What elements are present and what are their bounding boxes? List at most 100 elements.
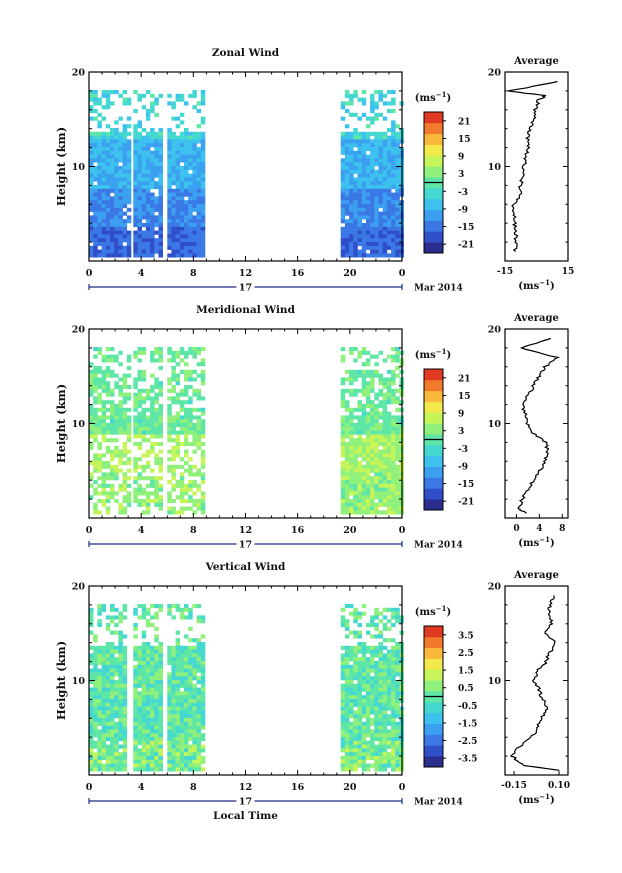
heatmap-cell [150, 729, 155, 734]
heatmap-cell [167, 434, 172, 439]
heatmap-cell [357, 219, 362, 224]
heatmap-cell [184, 426, 189, 431]
heatmap-cell [391, 392, 396, 397]
heatmap-cell [378, 377, 383, 382]
heatmap-cell [118, 706, 123, 711]
heatmap-cell [167, 725, 172, 730]
heatmap-cell [89, 411, 94, 416]
heatmap-cell [97, 101, 102, 106]
heatmap-cell [395, 453, 400, 458]
heatmap-cell [97, 767, 102, 772]
heatmap-cell [374, 683, 379, 688]
heatmap-cell [378, 438, 383, 443]
heatmap-cell [175, 657, 181, 662]
heatmap-cell [200, 702, 206, 707]
heatmap-cell [150, 407, 155, 412]
heatmap-cell [184, 461, 189, 466]
heatmap-cell [105, 752, 111, 757]
heatmap-cell [145, 147, 151, 152]
heatmap-cell [93, 200, 98, 205]
heatmap-cell [154, 691, 159, 696]
heatmap-cell [370, 483, 375, 488]
heatmap-cell [353, 695, 358, 700]
heatmap-cell [158, 737, 163, 742]
heatmap-cell [105, 510, 111, 515]
heatmap-cell [340, 756, 346, 761]
heatmap-cell [349, 434, 354, 439]
heatmap-cell [167, 449, 172, 454]
heatmap-cell [344, 219, 350, 224]
heatmap-cell [145, 756, 151, 761]
heatmap-cell [370, 442, 375, 447]
heatmap-cell [154, 759, 159, 764]
heatmap-cell [340, 238, 346, 243]
heatmap-cell [353, 442, 358, 447]
heatmap-cell [126, 502, 132, 507]
heatmap-cell [365, 733, 371, 738]
heatmap-cell [382, 207, 388, 212]
heatmap-cell [361, 407, 367, 412]
heatmap-cell [158, 668, 163, 673]
heatmap-cell [340, 499, 346, 504]
heatmap-cell [391, 737, 396, 742]
heatmap-cell [167, 196, 172, 201]
heatmap-cell [101, 404, 107, 409]
heatmap-cell [105, 763, 111, 768]
heatmap-cell [196, 362, 202, 367]
heatmap-cell [391, 377, 396, 382]
heatmap-cell [382, 491, 388, 496]
heatmap-cell [101, 740, 107, 745]
heatmap-cell [361, 756, 367, 761]
heatmap-cell [349, 204, 354, 209]
heatmap-cell [154, 491, 159, 496]
heatmap-cell [141, 630, 147, 635]
heatmap-cell [391, 691, 396, 696]
heatmap-cell [382, 737, 388, 742]
heatmap-cell [145, 162, 151, 167]
heatmap-cell [370, 756, 375, 761]
heatmap-cell [154, 653, 159, 658]
heatmap-cell [200, 411, 206, 416]
heatmap-cell [158, 502, 163, 507]
heatmap-cell [171, 169, 176, 174]
heatmap-cell [118, 249, 123, 254]
heatmap-cell [349, 188, 354, 193]
heatmap-cell [395, 415, 400, 420]
heatmap-cell [122, 453, 128, 458]
heatmap-cell [105, 358, 111, 363]
heatmap-cell [158, 752, 163, 757]
heatmap-cell [158, 131, 163, 136]
heatmap-cell [101, 502, 107, 507]
heatmap-cell [365, 124, 371, 129]
heatmap-cell [361, 438, 367, 443]
heatmap-cell [184, 415, 189, 420]
heatmap-cell [122, 449, 128, 454]
heatmap-cell [391, 453, 396, 458]
heatmap-cell [374, 476, 379, 481]
heatmap-cell [105, 695, 111, 700]
heatmap-cell [340, 453, 346, 458]
heatmap-cell [133, 385, 138, 390]
heatmap-cell [122, 476, 128, 481]
heatmap-cell [349, 423, 354, 428]
heatmap-cell [154, 112, 159, 117]
heatmap-cell [105, 101, 111, 106]
heatmap-cell [344, 109, 350, 114]
heatmap-cell [97, 668, 102, 673]
heatmap-cell [391, 166, 396, 171]
heatmap-cell [196, 373, 202, 378]
heatmap-cell [200, 615, 206, 620]
heatmap-cell [179, 668, 185, 673]
heatmap-cell [89, 419, 94, 424]
heatmap-cell [97, 238, 102, 243]
y-axis-label: Height (km) [54, 641, 68, 720]
heatmap-cell [110, 253, 115, 258]
heatmap-cell [382, 204, 388, 209]
heatmap-cell [353, 253, 358, 258]
heatmap-cell [158, 419, 163, 424]
heatmap-cell [175, 642, 181, 647]
heatmap-cell [114, 188, 119, 193]
heatmap-cell [110, 423, 115, 428]
heatmap-cell [150, 419, 155, 424]
heatmap-cell [192, 407, 197, 412]
